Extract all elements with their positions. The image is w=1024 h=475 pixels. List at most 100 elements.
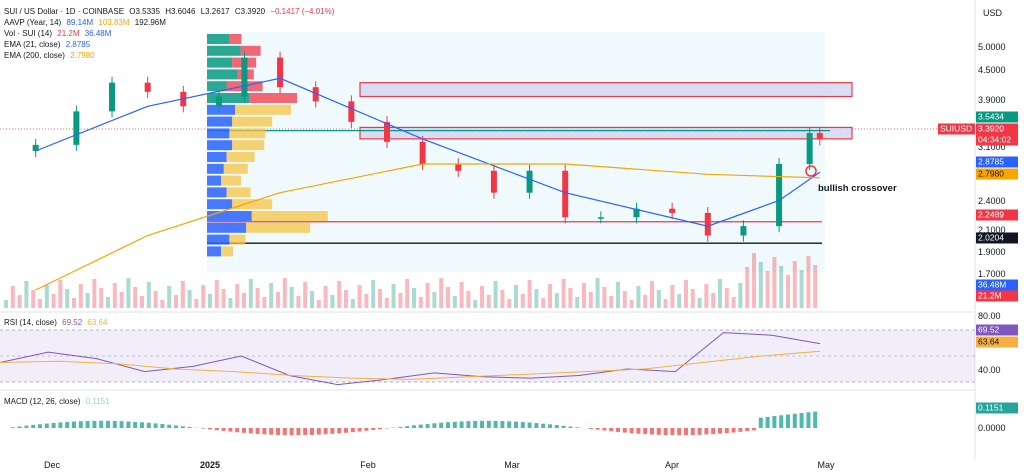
volume-bar [180, 281, 185, 308]
rsi-value-2: 63.64 [87, 318, 108, 327]
macd-bar [622, 428, 627, 433]
level-tag: 3.5434 [976, 111, 1018, 123]
candle-body [109, 82, 116, 112]
volume-bar [745, 267, 750, 308]
rsi-value-1: 69.52 [62, 318, 83, 327]
volume-bar [126, 278, 131, 308]
countdown-tag: 04:34:02 [976, 134, 1018, 146]
volume-profile-bar [207, 116, 233, 127]
volume-bar [235, 284, 240, 308]
macd-bar [78, 421, 83, 428]
candle-body [455, 163, 462, 171]
generated-chart-marks [0, 34, 853, 436]
ema200-value: 2.7980 [70, 51, 95, 60]
volume-bar [500, 290, 505, 308]
volume-bar [670, 285, 675, 308]
volume-bar [752, 253, 756, 308]
macd-bar [602, 428, 607, 431]
candle-body [526, 170, 533, 193]
macd-bar [690, 428, 695, 436]
x-axis-label: May [817, 460, 835, 470]
volume-bar [337, 281, 342, 308]
macd-bar [262, 428, 267, 435]
macd-bar [85, 421, 90, 428]
volume-profile-bar [207, 246, 221, 257]
candle-body [806, 133, 813, 164]
legend-ema200-row[interactable]: EMA (200, close) 2.7980 [4, 51, 98, 61]
volume-bar [738, 283, 743, 308]
symbol-tag: SUIUSD [938, 123, 975, 135]
volume-bar [78, 284, 83, 308]
candle-body [562, 170, 569, 218]
volume-bar [792, 261, 797, 308]
volume-bar [765, 271, 770, 308]
macd-bar [452, 421, 457, 428]
macd-bar [643, 428, 648, 435]
macd-bar [350, 428, 355, 433]
volume-bar [51, 294, 56, 308]
macd-bar [316, 428, 321, 435]
legend-rsi-row[interactable]: RSI (14, close) 69.52 63.64 [4, 318, 110, 328]
x-axis-label: Feb [360, 460, 376, 470]
volume-bar [697, 298, 702, 308]
volume-bar [677, 294, 682, 308]
macd-bar [187, 426, 192, 428]
volume-bar [405, 279, 410, 308]
macd-bar [554, 425, 559, 428]
last-price-tag: 3.3920 [976, 123, 1018, 135]
support-tag: 2.2489 [976, 209, 1018, 221]
volume-profile-bar [207, 222, 247, 233]
macd-bar [758, 417, 763, 428]
candle-body [348, 101, 355, 122]
volume-bar [167, 286, 172, 308]
legend-macd-row[interactable]: MACD (12, 26, close) 0.1151 [4, 397, 113, 407]
volume-profile-bar [251, 211, 328, 221]
volume-bar [350, 299, 355, 308]
volume-bar [813, 265, 818, 308]
macd-bar [153, 423, 158, 428]
volume-profile-bar [207, 45, 241, 56]
volume-profile-bar [207, 163, 224, 174]
aavp-value-3: 192.96M [134, 18, 166, 27]
macd-bar [344, 428, 348, 433]
currency-label[interactable]: USD [982, 8, 1002, 18]
price-axis-label: 3.1000 [978, 142, 1006, 152]
volume-bar [643, 295, 648, 308]
macd-value: 0.1151 [85, 397, 110, 406]
volume-bar [201, 285, 206, 308]
macd-bar [765, 416, 770, 428]
volume-bar [806, 256, 811, 308]
legend-vol-row[interactable]: Vol · SUI (14) 21.2M 36.48M [4, 29, 114, 39]
macd-bar [160, 424, 165, 428]
macd-bar [180, 426, 185, 428]
macd-bar [214, 428, 219, 431]
macd-bar [289, 428, 294, 436]
legend-aavp-row[interactable]: AAVP (Year, 14) 89.14M 103.83M 192.96M [4, 18, 169, 28]
price-axis-label: 1.9000 [978, 247, 1006, 257]
volume-bar [248, 279, 253, 308]
vol-value-2: 36.48M [84, 29, 112, 38]
rsi-ma-line [0, 350, 821, 380]
aavp-value-1: 89.14M [66, 18, 94, 27]
candle-body [32, 144, 39, 151]
macd-bar [704, 428, 709, 435]
macd-bar [31, 424, 36, 428]
macd-bar [514, 421, 518, 428]
macd-bar [813, 411, 818, 428]
volume-profile-bar [207, 199, 233, 210]
volume-profile-bar [235, 104, 291, 115]
volume-bar [554, 293, 559, 308]
vol-label: Vol · SUI (14) [4, 29, 53, 38]
legend-ema21-row[interactable]: EMA (21, close) 2.8785 [4, 40, 93, 50]
rsi-tag: 69.52 [976, 324, 1018, 336]
macd-bar [541, 423, 546, 428]
volume-profile-bar [207, 211, 252, 221]
volume-bar [412, 288, 416, 308]
macd-bar [146, 422, 151, 428]
macd-bar [112, 420, 117, 428]
macd-bar [228, 428, 233, 432]
price-axis-label: 5.0000 [978, 42, 1006, 52]
macd-bar [398, 426, 403, 428]
macd-bar [296, 428, 301, 436]
